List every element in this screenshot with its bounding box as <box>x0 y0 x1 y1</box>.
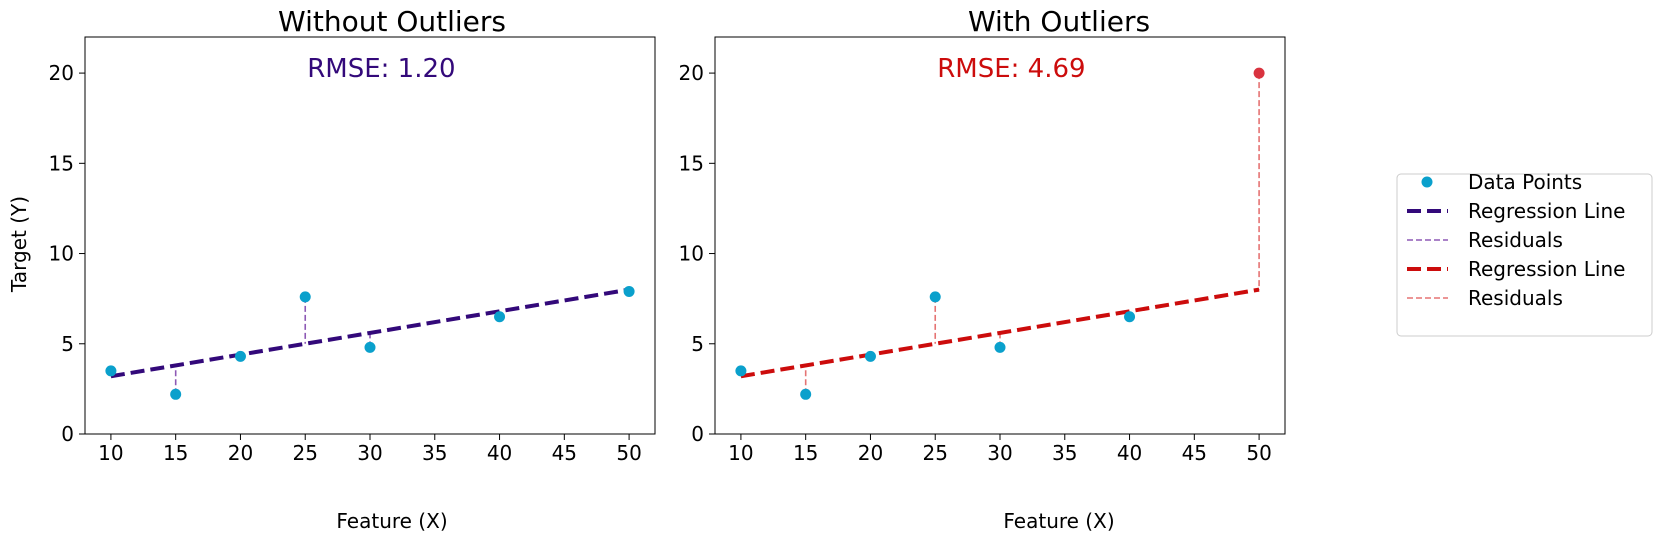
x-tick-label: 35 <box>422 441 447 465</box>
data-point <box>623 285 635 297</box>
x-tick-label: 25 <box>923 441 948 465</box>
left-regression-line <box>110 287 630 379</box>
data-point <box>929 291 941 303</box>
data-point <box>170 388 182 400</box>
x-tick-label: 10 <box>98 441 123 465</box>
data-point <box>299 291 311 303</box>
data-point <box>234 350 246 362</box>
x-tick-label: 45 <box>1182 441 1207 465</box>
legend-label-residuals-right: Residuals <box>1468 286 1563 310</box>
y-tick-label: 5 <box>61 332 74 356</box>
y-tick-label: 0 <box>691 422 704 446</box>
data-point <box>494 311 506 323</box>
left-chart-title: Without Outliers <box>278 5 506 38</box>
left-data-points <box>105 285 635 400</box>
data-point <box>735 365 747 377</box>
data-point <box>1124 311 1136 323</box>
x-tick-label: 20 <box>858 441 883 465</box>
x-tick-label: 40 <box>487 441 512 465</box>
y-tick-label: 10 <box>679 242 704 266</box>
x-tick-label: 30 <box>987 441 1012 465</box>
data-point <box>800 388 812 400</box>
y-tick-label: 0 <box>61 422 74 446</box>
right-rmse-annotation: RMSE: 4.69 <box>937 54 1085 84</box>
legend-box <box>1396 173 1653 337</box>
x-tick-label: 35 <box>1052 441 1077 465</box>
legend-label-regression-line-left: Regression Line <box>1468 199 1625 223</box>
left-y-axis-title: Target (Y) <box>7 196 31 293</box>
x-tick-label: 10 <box>728 441 753 465</box>
right-regression-line <box>740 287 1260 379</box>
x-tick-label: 50 <box>1246 441 1271 465</box>
data-point <box>864 350 876 362</box>
x-tick-label: 15 <box>793 441 818 465</box>
data-point <box>994 341 1006 353</box>
right-chart-title: With Outliers <box>968 5 1150 38</box>
x-tick-label: 50 <box>616 441 641 465</box>
outlier-point <box>1253 67 1265 79</box>
data-point <box>364 341 376 353</box>
x-tick-label: 20 <box>228 441 253 465</box>
y-tick-label: 5 <box>691 332 704 356</box>
data-point <box>105 365 117 377</box>
right-x-axis-title: Feature (X) <box>1003 509 1114 533</box>
y-tick-label: 20 <box>49 61 74 85</box>
y-tick-label: 10 <box>49 242 74 266</box>
x-tick-label: 30 <box>357 441 382 465</box>
legend: Data Points Regression Line Residuals Re… <box>1396 170 1653 337</box>
x-tick-label: 40 <box>1117 441 1142 465</box>
x-tick-label: 25 <box>293 441 318 465</box>
y-tick-label: 15 <box>679 151 704 175</box>
y-tick-label: 15 <box>49 151 74 175</box>
right-chart: With Outliers Feature (X) 10 15 20 25 30 35 40… <box>679 5 1286 533</box>
right-data-points <box>735 67 1265 400</box>
legend-marker-data-points <box>1421 176 1433 188</box>
left-plot-frame <box>84 36 656 435</box>
legend-label-data-points: Data Points <box>1468 170 1582 194</box>
left-chart: Without Outliers Target (Y) Feature (X) … <box>7 5 656 533</box>
left-x-axis-title: Feature (X) <box>336 509 447 533</box>
legend-label-residuals-left: Residuals <box>1468 228 1563 252</box>
x-tick-label: 15 <box>163 441 188 465</box>
left-axis-ticks: 10 15 20 25 30 35 40 45 50 0 5 10 15 20 <box>49 61 642 465</box>
left-rmse-annotation: RMSE: 1.20 <box>307 54 455 84</box>
y-tick-label: 20 <box>679 61 704 85</box>
right-plot-frame <box>714 36 1286 435</box>
legend-label-regression-line-right: Regression Line <box>1468 257 1625 281</box>
right-axis-ticks: 10 15 20 25 30 35 40 45 50 0 5 10 15 20 <box>679 61 1272 465</box>
x-tick-label: 45 <box>552 441 577 465</box>
